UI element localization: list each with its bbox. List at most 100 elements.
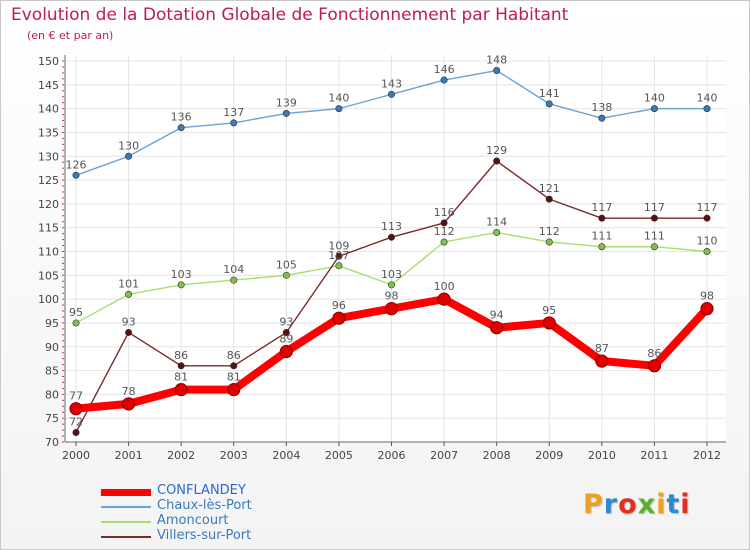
series-point-0 <box>384 302 399 316</box>
series-point-2 <box>703 248 711 256</box>
logo-letter: x <box>637 489 657 520</box>
data-label-0: 98 <box>700 290 714 303</box>
y-tick-label: 90 <box>45 341 59 354</box>
series-point-1 <box>335 105 343 113</box>
data-label-3: 93 <box>122 315 136 328</box>
x-tick-label: 2009 <box>535 449 563 462</box>
logo-letter: t <box>666 489 681 520</box>
logo-letter: i <box>656 489 667 520</box>
x-tick-label: 2012 <box>693 449 721 462</box>
y-tick-label: 140 <box>38 103 59 116</box>
legend-label: CONFLANDEY <box>157 483 246 498</box>
series-point-0 <box>227 383 241 397</box>
x-tick-label: 2007 <box>430 449 458 462</box>
legend-label: Amoncourt <box>157 513 229 528</box>
data-label-3: 109 <box>328 239 349 252</box>
data-label-2: 103 <box>381 268 402 281</box>
series-point-3 <box>703 214 711 222</box>
series-point-2 <box>545 238 553 246</box>
series-point-0 <box>174 383 188 397</box>
data-label-1: 130 <box>118 139 139 152</box>
data-label-2: 103 <box>171 268 192 281</box>
data-label-1: 136 <box>171 111 192 124</box>
data-label-0: 81 <box>227 371 241 384</box>
x-tick-label: 2005 <box>325 449 353 462</box>
data-label-0: 77 <box>69 390 83 403</box>
legend-swatch <box>101 489 151 496</box>
data-label-1: 143 <box>381 77 402 90</box>
data-label-2: 110 <box>697 235 718 248</box>
x-tick-label: 2000 <box>62 449 90 462</box>
data-label-2: 112 <box>539 225 560 238</box>
legend-swatch <box>101 506 151 508</box>
legend-label: Chaux-lès-Port <box>157 498 252 513</box>
series-point-3 <box>230 362 238 370</box>
data-label-0: 100 <box>434 280 455 293</box>
chart-subtitle: (en € et par an) <box>27 29 114 42</box>
data-label-1: 138 <box>591 101 612 114</box>
y-tick-label: 130 <box>38 150 59 163</box>
series-point-0 <box>69 402 83 416</box>
y-tick-label: 145 <box>38 79 59 92</box>
y-tick-label: 75 <box>45 412 59 425</box>
y-tick-label: 85 <box>45 365 59 378</box>
data-label-0: 95 <box>542 304 556 317</box>
x-tick-label: 2003 <box>220 449 248 462</box>
logo-letter: o <box>618 489 638 520</box>
proxiti-logo: Proxiti <box>583 489 691 520</box>
y-tick-label: 115 <box>38 222 59 235</box>
chart-title: Evolution de la Dotation Globale de Fonc… <box>11 5 569 25</box>
y-tick-label: 100 <box>38 293 59 306</box>
data-label-2: 112 <box>434 225 455 238</box>
x-tick-label: 2002 <box>167 449 195 462</box>
series-point-2 <box>282 271 290 279</box>
data-label-3: 86 <box>174 349 188 362</box>
series-point-1 <box>650 105 658 113</box>
data-label-2: 111 <box>644 230 665 243</box>
series-point-0 <box>700 302 714 316</box>
series-point-1 <box>387 90 395 98</box>
logo-letter: P <box>583 489 604 520</box>
series-point-0 <box>542 316 556 330</box>
data-label-2: 101 <box>118 277 139 290</box>
y-tick-label: 110 <box>38 246 59 259</box>
data-label-0: 86 <box>647 347 661 360</box>
series-point-3 <box>282 328 290 336</box>
data-label-3: 93 <box>279 315 293 328</box>
y-tick-label: 80 <box>45 388 59 401</box>
data-label-3: 72 <box>69 415 83 428</box>
data-label-2: 107 <box>328 249 349 262</box>
data-label-2: 104 <box>223 263 244 276</box>
data-label-1: 140 <box>697 92 718 105</box>
series-point-0 <box>121 397 136 411</box>
series-point-2 <box>493 228 501 236</box>
data-label-2: 114 <box>486 215 507 228</box>
series-point-1 <box>72 171 80 179</box>
data-label-3: 129 <box>486 144 507 157</box>
series-point-3 <box>177 362 185 370</box>
data-label-3: 117 <box>644 201 665 214</box>
data-label-1: 126 <box>66 158 87 171</box>
series-point-2 <box>230 276 238 284</box>
series-point-0 <box>279 344 293 359</box>
data-label-3: 86 <box>227 349 241 362</box>
series-point-3 <box>440 219 448 227</box>
data-label-3: 121 <box>539 182 560 195</box>
data-label-2: 105 <box>276 258 297 271</box>
data-label-1: 146 <box>434 63 455 76</box>
series-point-3 <box>335 252 343 260</box>
legend-swatch <box>101 536 151 538</box>
y-tick-label: 150 <box>38 55 59 68</box>
legend-label: Villers-sur-Port <box>157 528 252 543</box>
series-point-1 <box>703 105 711 113</box>
data-label-0: 94 <box>490 309 504 322</box>
series-point-1 <box>230 119 238 127</box>
y-tick-label: 135 <box>38 126 59 139</box>
y-tick-label: 95 <box>45 317 59 330</box>
data-label-0: 98 <box>385 290 399 303</box>
series-point-2 <box>650 243 658 251</box>
data-label-1: 148 <box>486 54 507 67</box>
series-point-3 <box>72 428 80 436</box>
data-label-0: 96 <box>332 299 346 312</box>
